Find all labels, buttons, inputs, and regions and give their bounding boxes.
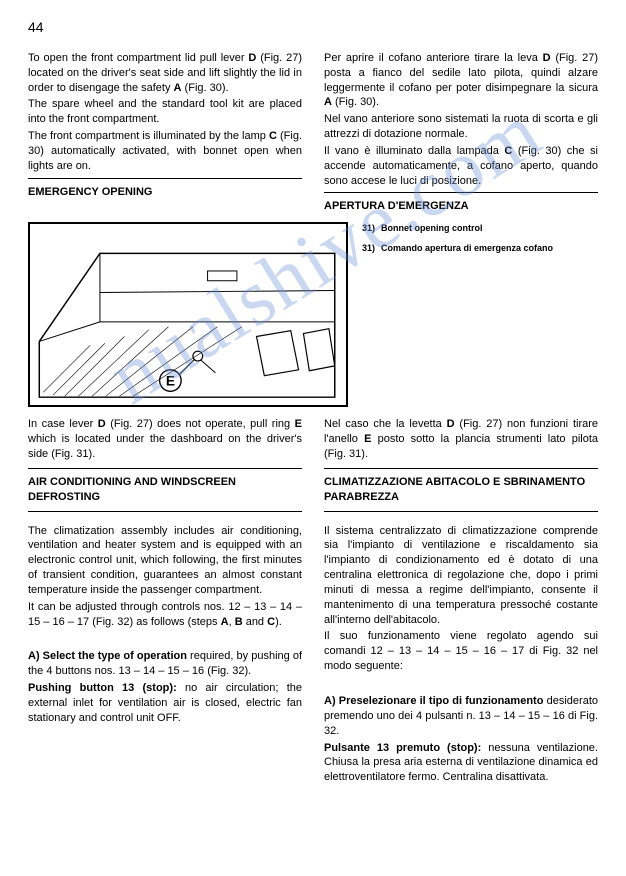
left-p4: In case lever D (Fig. 27) does not opera…: [28, 417, 302, 462]
right-h2: CLIMATIZZAZIONE ABITACOLO E SBRINAMENTO …: [324, 468, 598, 512]
right-p5: Il sistema centralizzato di climatizzazi…: [324, 524, 598, 628]
right-p8: Pulsante 13 premuto (stop): nessuna vent…: [324, 741, 598, 786]
left-p8: Pushing button 13 (stop): no air circula…: [28, 681, 302, 726]
left-p3: The front compartment is illuminated by …: [28, 129, 302, 174]
left-p1: To open the front compartment lid pull l…: [28, 51, 302, 96]
legend-text-en: Bonnet opening control: [381, 222, 483, 236]
left-p6: It can be adjusted through controls nos.…: [28, 600, 302, 630]
page-number: 44: [28, 18, 598, 37]
legend-text-it: Comando apertura di emergenza cofano: [381, 242, 553, 256]
figure-31: E: [28, 222, 348, 407]
right-p3: Il vano è illuminato dalla lampada C (Fi…: [324, 144, 598, 189]
left-p7: A) Select the type of operation required…: [28, 649, 302, 679]
left-p5: The climatization assembly includes air …: [28, 524, 302, 598]
left-p2: The spare wheel and the standard tool ki…: [28, 97, 302, 127]
figure-legend: 31) Bonnet opening control 31) Comando a…: [362, 222, 553, 407]
left-h2: AIR CONDITIONING AND WINDSCREEN DEFROSTI…: [28, 468, 302, 512]
legend-num-en: 31): [362, 222, 375, 236]
right-p7: A) Preselezionare il tipo di funzionamen…: [324, 694, 598, 739]
right-h1: APERTURA D'EMERGENZA: [324, 192, 598, 214]
left-h1: EMERGENCY OPENING: [28, 178, 302, 200]
legend-num-it: 31): [362, 242, 375, 256]
right-p1: Per aprire il cofano anteriore tirare la…: [324, 51, 598, 110]
figure-label-e: E: [166, 374, 175, 389]
right-p2: Nel vano anteriore sono sistemati la ruo…: [324, 112, 598, 142]
right-column: Per aprire il cofano anteriore tirare la…: [324, 51, 598, 220]
left-column: To open the front compartment lid pull l…: [28, 51, 302, 220]
right-p6: Il suo funzionamento viene regolato agen…: [324, 629, 598, 674]
right-p4: Nel caso che la levetta D (Fig. 27) non …: [324, 417, 598, 462]
